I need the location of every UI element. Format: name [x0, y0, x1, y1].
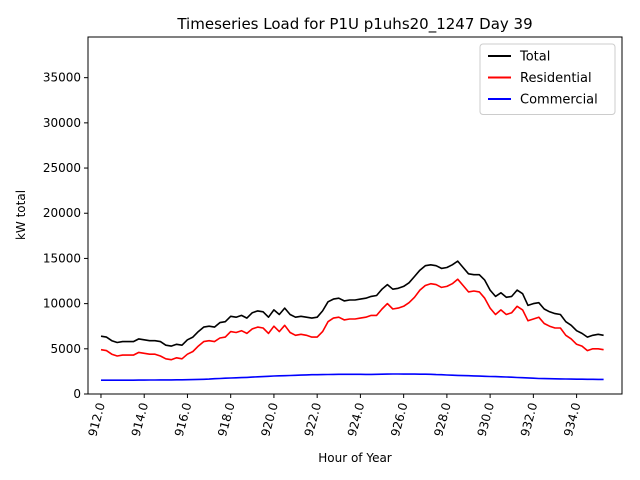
y-tick-label: 20000: [43, 206, 81, 220]
legend-label-total: Total: [519, 50, 550, 65]
legend-label-residential: Residential: [520, 71, 592, 86]
y-tick-label: 5000: [50, 342, 81, 356]
y-tick-label: 10000: [43, 297, 81, 311]
series-line-total: [100, 260, 604, 347]
y-axis: 0 5000 10000 15000 20000 25000 30000 35000: [43, 71, 88, 401]
x-axis-label: Hour of Year: [318, 451, 392, 465]
chart-title: Timeseries Load for P1U p1uhs20_1247 Day…: [176, 15, 532, 34]
y-axis-label: kW total: [14, 190, 28, 240]
series-line-commercial: [101, 373, 604, 382]
legend-label-commercial: Commercial: [520, 93, 598, 108]
y-tick-label: 0: [73, 387, 81, 401]
plot-frame: [87, 36, 623, 395]
y-tick-label: 15000: [43, 251, 81, 265]
y-tick-label: 30000: [43, 116, 81, 130]
plot-area: [87, 36, 623, 395]
legend-box: [479, 43, 616, 115]
series-line-residential: [100, 278, 604, 361]
legend: Total Residential Commercial: [479, 43, 616, 115]
y-tick-label: 25000: [43, 161, 81, 175]
series-lines: [100, 260, 604, 382]
y-tick-label: 35000: [43, 71, 81, 85]
